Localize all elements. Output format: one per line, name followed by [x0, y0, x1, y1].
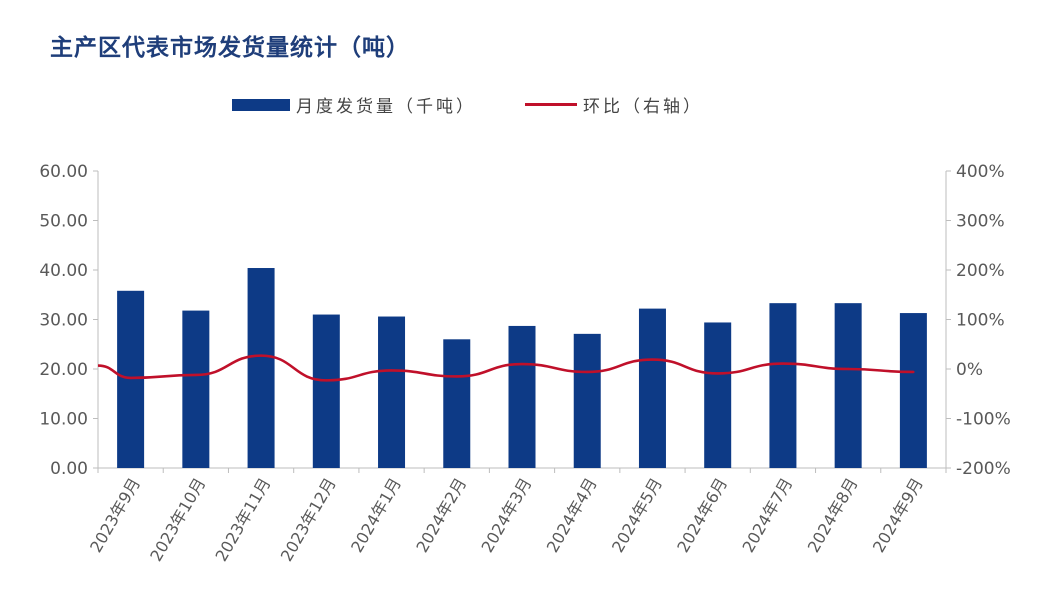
line-point: [129, 376, 132, 380]
x-tick-label: 2023年12月: [277, 475, 340, 565]
line-path: [97, 354, 914, 382]
axes: 0.00 10.00 20.00 30.00 40.00 50.00 60.00 -200% -…: [39, 162, 1010, 479]
legend-item-line: 环比（右轴）: [525, 92, 703, 117]
y-left-tick-label: 60.00: [39, 162, 88, 182]
legend-label-bar: 月度发货量（千吨）: [296, 97, 476, 117]
x-tick-label: 2024年4月: [543, 475, 601, 556]
line-point: [781, 362, 785, 365]
x-tick-label: 2024年2月: [412, 475, 470, 556]
bar: [182, 310, 210, 468]
line-point: [520, 362, 524, 366]
bar: [769, 303, 797, 468]
line-point: [846, 367, 850, 371]
line-point: [716, 372, 719, 375]
x-tick-labels: 2023年9月 2023年10月 2023年11月 2023年12月 2024年1月 20…: [86, 468, 947, 565]
bar: [378, 316, 406, 468]
bar: [312, 314, 340, 468]
y-right-tick-label: 400%: [956, 162, 1005, 182]
x-tick-label: 2023年11月: [212, 475, 275, 565]
y-left-tick-label: 50.00: [39, 212, 88, 232]
y-left-tick-label: 20.00: [39, 360, 88, 380]
x-tick-label: 2023年9月: [86, 475, 144, 556]
x-tick-label: 2024年6月: [673, 475, 731, 556]
y-right-tick-label: -100%: [956, 410, 1011, 430]
chart-title: 主产区代表市场发货量统计（吨）: [50, 34, 410, 61]
line-point: [390, 369, 393, 372]
bar: [704, 322, 732, 468]
legend-item-bar: 月度发货量（千吨）: [232, 92, 476, 117]
line-series: [97, 354, 915, 382]
y-right-tick-label: 200%: [956, 261, 1005, 281]
line-point: [651, 358, 654, 361]
line-point: [259, 354, 263, 357]
legend: 月度发货量（千吨） 环比（右轴）: [0, 92, 1054, 117]
y-right-tick-label: 300%: [956, 212, 1005, 232]
bar: [899, 313, 927, 468]
y-right-tick-label: 100%: [956, 311, 1005, 331]
legend-label-line: 环比（右轴）: [583, 97, 703, 117]
line-point: [194, 373, 198, 377]
bar: [573, 333, 601, 468]
x-tick-label: 2024年3月: [478, 475, 536, 556]
y-left-tick-label: 10.00: [39, 410, 88, 430]
legend-swatch-line: [525, 103, 577, 106]
line-point: [325, 379, 328, 382]
bar: [247, 268, 275, 468]
y-right-tick-label: -200%: [956, 459, 1011, 479]
bar: [443, 339, 471, 468]
line-point: [455, 375, 458, 378]
x-tick-label: 2024年5月: [608, 475, 666, 556]
x-tick-label: 2024年9月: [869, 475, 927, 556]
y-left-tick-label: 30.00: [39, 311, 88, 331]
bar: [508, 325, 536, 468]
line-point: [586, 370, 589, 374]
y-left-tick-label: 0.00: [50, 459, 88, 479]
bar: [117, 290, 145, 468]
y-left-tick-label: 40.00: [39, 261, 88, 281]
bar-series: [117, 268, 927, 468]
x-tick-label: 2024年8月: [804, 475, 862, 556]
legend-swatch-bar: [232, 98, 290, 111]
y-right-tick-label: 0%: [956, 360, 983, 380]
bar: [834, 303, 862, 468]
x-tick-label: 2024年1月: [347, 475, 405, 556]
bar: [638, 308, 666, 468]
x-tick-label: 2023年10月: [146, 475, 209, 565]
line-point: [912, 370, 915, 374]
x-tick-label: 2024年7月: [738, 475, 796, 556]
